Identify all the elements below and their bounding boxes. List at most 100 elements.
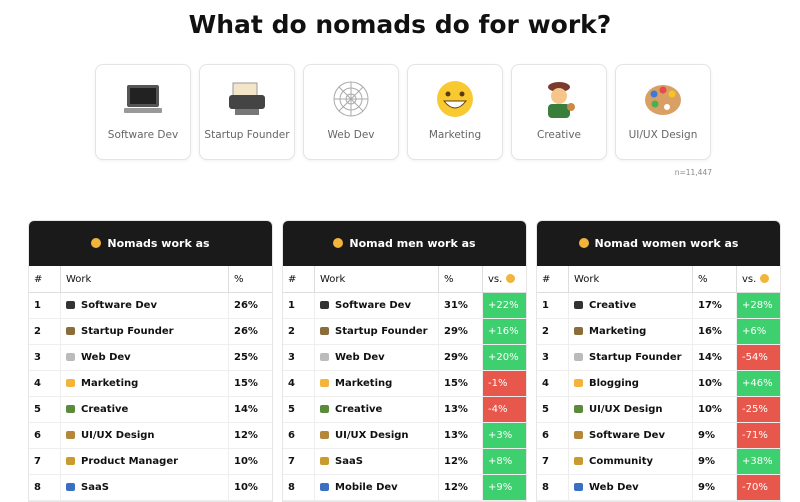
column-header: vs. [482,266,526,293]
page-title: What do nomads do for work? [188,10,612,39]
work-name: Creative [589,300,637,311]
work-cell: Software Dev [314,292,439,319]
diff-cell: +22% [482,292,526,319]
work-name: Creative [81,404,129,415]
table-row: 2 Startup Founder 29% +16% [283,318,526,345]
icon [124,85,162,113]
table-row: 5 Creative 13% -4% [283,396,526,423]
percent-cell: 13% [438,422,483,449]
percent-cell: 14% [692,344,737,371]
rank-cell: 7 [283,448,315,475]
table-row: 1 Creative 17% +28% [537,292,780,319]
percent-cell: 9% [692,448,737,475]
column-label: % [444,273,454,285]
table-row: 2 Marketing 16% +6% [537,318,780,345]
diff-cell: +46% [736,370,780,397]
work-cell: UI/UX Design [568,396,693,423]
icon [66,327,75,335]
work-name: Marketing [589,326,647,337]
rank-cell: 5 [29,396,61,423]
work-name: Startup Founder [335,326,428,337]
diff-cell: -25% [736,396,780,423]
work-name: Software Dev [335,300,411,311]
icon [578,238,589,248]
work-name: Startup Founder [81,326,174,337]
diff-cell: +20% [482,344,526,371]
table-row: 5 Creative 14% [29,396,272,423]
work-cell: Startup Founder [568,344,693,371]
column-label: Work [320,273,346,285]
rank-cell: 4 [537,370,569,397]
work-cell: Web Dev [568,474,693,501]
percent-cell: 29% [438,344,483,371]
work-name: Marketing [335,378,393,389]
icon [66,405,75,413]
icon [333,81,369,117]
percent-cell: 10% [692,396,737,423]
diff-cell: +16% [482,318,526,345]
rank-cell: 1 [283,292,315,319]
table: # Work% vs. 1 Creative 17% +28% 2 Marketing 16% +6… [537,266,780,501]
table-row: 4 Marketing 15% -1% [283,370,526,397]
column-label: vs. [488,273,503,285]
rank-cell: 4 [283,370,315,397]
work-name: Marketing [81,378,139,389]
icon [506,273,516,283]
work-cell: Web Dev [60,344,229,371]
ranking-table: Nomads work as # Work% 1 Software Dev 26% 2 Sta… [28,220,273,502]
percent-cell: 17% [692,292,737,319]
work-name: Startup Founder [589,352,682,363]
category-card[interactable]: Web Dev [303,64,399,160]
percent-cell: 25% [228,344,272,371]
category-card[interactable]: Marketing [407,64,503,160]
percent-cell: 12% [438,448,483,475]
table-row: 3 Web Dev 25% [29,344,272,371]
percent-cell: 10% [228,474,272,501]
work-cell: Marketing [568,318,693,345]
rank-cell: 6 [283,422,315,449]
column-header: # [537,266,569,293]
rank-cell: 1 [537,292,569,319]
icon [574,301,583,309]
column-label: # [288,273,297,285]
table-row: 7 Community 9% +38% [537,448,780,475]
work-cell: Startup Founder [60,318,229,345]
rank-cell: 8 [283,474,315,501]
work-cell: UI/UX Design [60,422,229,449]
icon [66,379,75,387]
percent-cell: 31% [438,292,483,319]
diff-cell: -70% [736,474,780,501]
header-row: # Work% vs. [283,266,526,293]
work-cell: UI/UX Design [314,422,439,449]
column-header: Work [568,266,693,293]
icon [574,483,583,491]
table-row: 7 Product Manager 10% [29,448,272,475]
work-name: UI/UX Design [81,430,155,441]
card-label: Web Dev [327,129,375,141]
icon [320,353,329,361]
work-name: Software Dev [81,300,157,311]
percent-cell: 12% [228,422,272,449]
category-card[interactable]: UI/UX Design [615,64,711,160]
table: # Work% 1 Software Dev 26% 2 Startup Founder 26… [29,266,272,501]
table-row: 3 Web Dev 29% +20% [283,344,526,371]
category-card[interactable]: Software Dev [95,64,191,160]
table-title: Nomad women work as [594,237,739,250]
diff-cell: +38% [736,448,780,475]
card-label: Creative [536,129,582,141]
percent-cell: 26% [228,292,272,319]
work-name: Web Dev [81,352,131,363]
work-name: Creative [335,404,383,415]
work-cell: Creative [60,396,229,423]
table-header: Nomads work as [29,221,272,266]
column-label: # [34,273,43,285]
percent-cell: 9% [692,422,737,449]
work-cell: Marketing [60,370,229,397]
column-label: Work [66,273,92,285]
category-card[interactable]: Creative [511,64,607,160]
work-name: SaaS [81,482,109,493]
table-header: Nomad men work as [283,221,526,266]
column-header: # [283,266,315,293]
category-card[interactable]: Startup Founder [199,64,295,160]
